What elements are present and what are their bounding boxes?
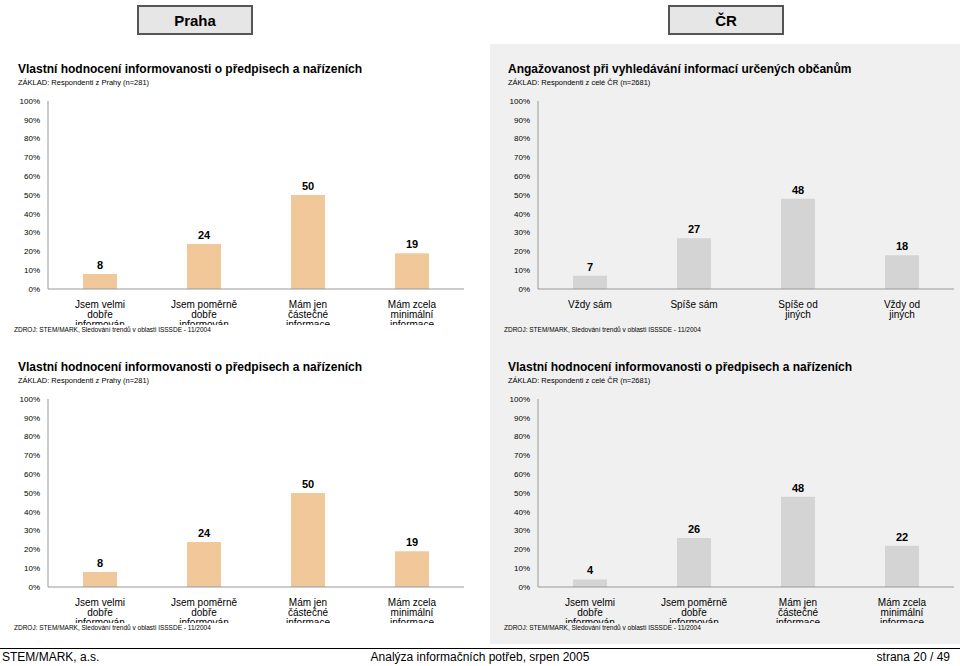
html-text:Vlastní hodnocení informovanos: Vlastní hodnocení informovanosti o předp… [18,62,363,76]
svg-text:10%: 10% [514,564,530,573]
svg-text:60%: 60% [24,470,40,479]
svg-text:48: 48 [792,184,804,196]
svg-text:80%: 80% [24,134,40,143]
svg-text:Jsem poměrnědobřeinformován: Jsem poměrnědobřeinformován [171,299,238,325]
svg-text:Spíše odjiných: Spíše odjiných [778,299,817,320]
svg-text:24: 24 [198,229,211,241]
svg-text:80%: 80% [514,134,530,143]
svg-text:90%: 90% [24,414,40,423]
svg-text:19: 19 [406,536,418,548]
html-text:ZÁKLAD: Respondenti z celé ČR: ZÁKLAD: Respondenti z celé ČR (n=2681) [508,78,651,87]
svg-text:100%: 100% [510,395,530,404]
html-text:Analýza informačních potřeb, s: Analýza informačních potřeb, srpen 2005 [370,650,590,664]
svg-text:10%: 10% [514,266,530,275]
svg-text:40%: 40% [24,210,40,219]
svg-text:70%: 70% [24,153,40,162]
svg-text:19: 19 [406,238,418,250]
svg-text:18: 18 [896,240,908,252]
svg-text:60%: 60% [24,172,40,181]
svg-text:60%: 60% [514,470,530,479]
svg-text:20%: 20% [514,247,530,256]
svg-text:Jsem poměrnědobřeinformován: Jsem poměrnědobřeinformován [661,597,728,623]
svg-text:10%: 10% [24,564,40,573]
svg-text:Jsem poměrnědobřeinformován: Jsem poměrnědobřeinformován [171,597,238,623]
svg-text:40%: 40% [514,508,530,517]
html-text:Vlastní hodnocení informovanos: Vlastní hodnocení informovanosti o předp… [18,360,363,374]
html-text:ZÁKLAD: Respondenti z Prahy (n: ZÁKLAD: Respondenti z Prahy (n=281) [18,376,150,385]
svg-text:26: 26 [688,523,700,535]
svg-text:Jsem velmidobřeinformován: Jsem velmidobřeinformován [75,299,125,325]
svg-text:70%: 70% [514,451,530,460]
html-text:ZÁKLAD: Respondenti z Prahy (n: ZÁKLAD: Respondenti z Prahy (n=281) [18,78,150,87]
svg-text:80%: 80% [514,432,530,441]
svg-text:Mám jenčástečnéinformace: Mám jenčástečnéinformace [286,299,330,325]
svg-text:0%: 0% [28,583,40,592]
svg-text:80%: 80% [24,432,40,441]
svg-text:Spíše sám: Spíše sám [670,299,717,310]
html-text:ZDROJ: STEM/MARK, Sledování tr: ZDROJ: STEM/MARK, Sledování trendů v obl… [14,624,211,631]
svg-text:30%: 30% [514,526,530,535]
svg-text:20%: 20% [514,545,530,554]
svg-text:Mám zcelaminimálníinformace: Mám zcelaminimálníinformace [388,299,437,325]
svg-text:30%: 30% [514,228,530,237]
svg-text:Mám jenčástečnéinformace: Mám jenčástečnéinformace [776,597,820,623]
svg-text:4: 4 [587,564,594,576]
svg-text:70%: 70% [514,153,530,162]
html-text:ZDROJ: STEM/MARK, Sledování tr: ZDROJ: STEM/MARK, Sledování trendů v obl… [504,624,701,631]
svg-text:40%: 40% [514,210,530,219]
html-text:ČR: ČR [715,11,737,29]
svg-text:0%: 0% [518,285,530,294]
html-text:Angažovanost při vyhledávání i: Angažovanost při vyhledávání informací u… [508,62,852,76]
svg-text:20%: 20% [24,545,40,554]
svg-text:90%: 90% [24,116,40,125]
svg-text:30%: 30% [24,228,40,237]
html-text:ZÁKLAD: Respondenti z celé ČR: ZÁKLAD: Respondenti z celé ČR (n=2681) [508,376,651,385]
svg-text:24: 24 [198,527,211,539]
svg-text:50: 50 [302,180,314,192]
svg-text:20%: 20% [24,247,40,256]
svg-text:Vždy odjiných: Vždy odjiných [884,299,920,320]
svg-text:40%: 40% [24,508,40,517]
svg-text:48: 48 [792,482,804,494]
svg-text:10%: 10% [24,266,40,275]
svg-text:Mám zcelaminimálníinformace: Mám zcelaminimálníinformace [388,597,437,623]
svg-text:50%: 50% [514,489,530,498]
svg-text:100%: 100% [20,97,40,106]
svg-text:70%: 70% [24,451,40,460]
html-text:ZDROJ: STEM/MARK, Sledování tr: ZDROJ: STEM/MARK, Sledování trendů v obl… [504,326,701,333]
svg-text:Mám zcelaminimálníinformace: Mám zcelaminimálníinformace [878,597,927,623]
svg-text:90%: 90% [514,116,530,125]
svg-text:Jsem velmidobřeinformován: Jsem velmidobřeinformován [75,597,125,623]
svg-text:22: 22 [896,531,908,543]
svg-text:50: 50 [302,478,314,490]
html-text:strana 20 / 49: strana 20 / 49 [876,650,950,664]
html-text:Praha: Praha [174,11,216,29]
svg-text:50%: 50% [24,191,40,200]
svg-text:27: 27 [688,223,700,235]
svg-text:Mám jenčástečnéinformace: Mám jenčástečnéinformace [286,597,330,623]
svg-text:30%: 30% [24,526,40,535]
svg-text:90%: 90% [514,414,530,423]
svg-text:8: 8 [97,557,103,569]
html-text:Vlastní hodnocení informovanos: Vlastní hodnocení informovanosti o předp… [508,360,853,374]
svg-text:60%: 60% [514,172,530,181]
svg-text:100%: 100% [20,395,40,404]
html-text:STEM/MARK, a.s.: STEM/MARK, a.s. [2,650,100,664]
svg-text:50%: 50% [24,489,40,498]
svg-text:100%: 100% [510,97,530,106]
svg-text:8: 8 [97,259,103,271]
svg-text:0%: 0% [518,583,530,592]
svg-text:50%: 50% [514,191,530,200]
svg-text:0%: 0% [28,285,40,294]
svg-text:7: 7 [587,261,593,273]
svg-text:Vždy sám: Vždy sám [568,299,612,310]
html-text:ZDROJ: STEM/MARK, Sledování tr: ZDROJ: STEM/MARK, Sledování trendů v obl… [14,326,211,333]
svg-text:Jsem velmidobřeinformován: Jsem velmidobřeinformován [565,597,615,623]
